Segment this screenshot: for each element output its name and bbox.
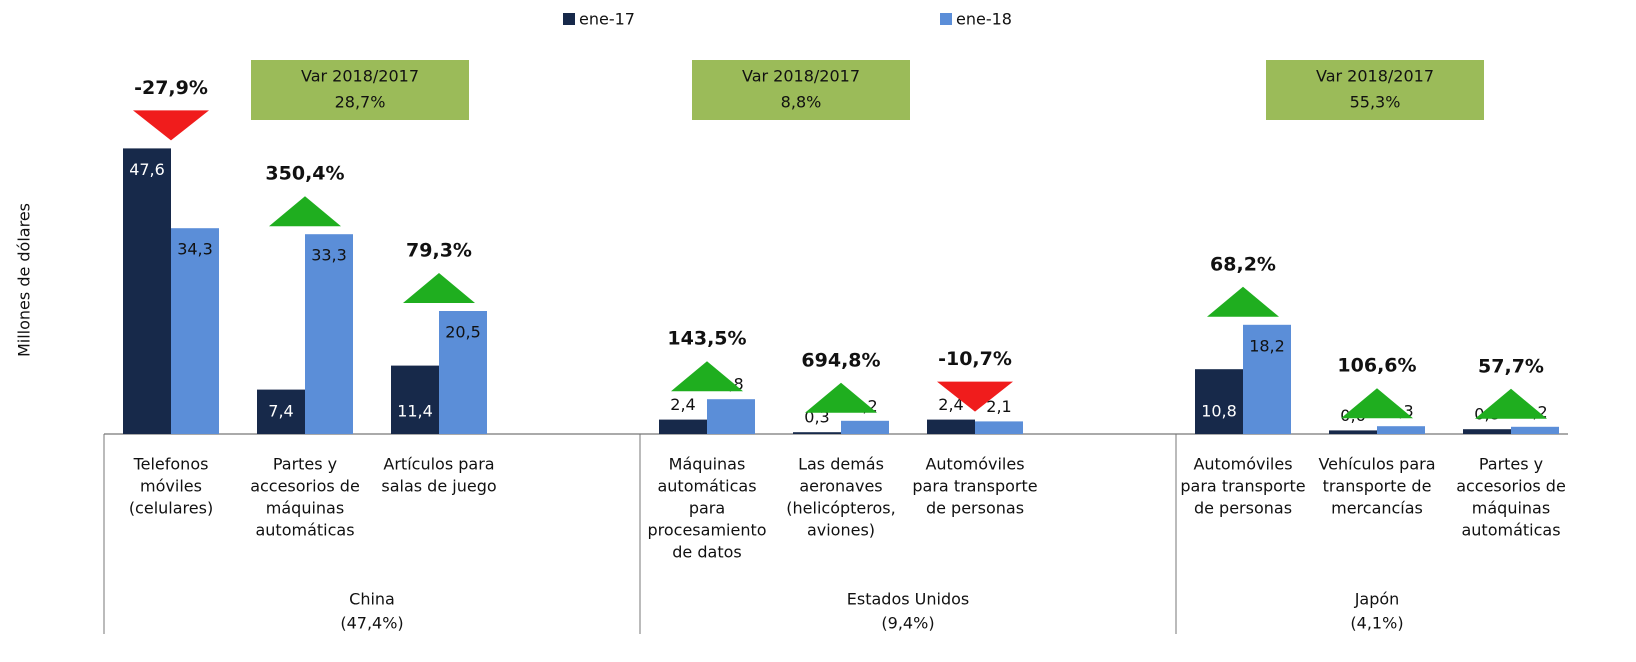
bar: [439, 311, 487, 434]
bar: [257, 389, 305, 434]
bar: [975, 421, 1023, 434]
change-label: -10,7%: [938, 348, 1012, 370]
change-label: 79,3%: [406, 240, 472, 262]
change-arrow: [671, 361, 743, 392]
change-label: 68,2%: [1210, 253, 1276, 275]
var-value: 55,3%: [1350, 93, 1401, 112]
group-share: (4,1%): [1350, 614, 1403, 633]
x-tick-label: Partes y: [273, 455, 337, 474]
x-tick-label: aeronaves: [799, 477, 882, 496]
change-label: 106,6%: [1337, 355, 1416, 377]
bar: [1377, 426, 1425, 434]
change-arrow: [805, 382, 877, 413]
change-arrow: [269, 196, 341, 227]
change-label: 694,8%: [801, 349, 880, 371]
legend-swatch: [940, 13, 952, 25]
change-arrow: [1207, 286, 1279, 317]
x-tick-label: automáticas: [657, 477, 756, 496]
group-label: Japón: [1354, 590, 1400, 609]
value-label: 18,2: [1249, 336, 1285, 355]
change-label: 57,7%: [1478, 355, 1544, 377]
legend-swatch: [563, 13, 575, 25]
x-tick-label: para: [689, 499, 725, 518]
change-label: 143,5%: [667, 328, 746, 350]
legend-label: ene-18: [956, 10, 1012, 29]
legend-label: ene-17: [579, 10, 635, 29]
x-tick-label: Máquinas: [669, 455, 746, 474]
value-label: 7,4: [268, 402, 293, 421]
y-axis-label: Millones de dólares: [15, 203, 34, 357]
x-tick-label: (celulares): [129, 499, 213, 518]
x-tick-label: Automóviles: [925, 455, 1024, 474]
bar: [1329, 430, 1377, 434]
value-label: 11,4: [397, 402, 433, 421]
change-label: -27,9%: [134, 77, 208, 99]
value-label: 10,8: [1201, 402, 1237, 421]
value-label: 34,3: [177, 240, 213, 259]
bar: [927, 419, 975, 434]
x-tick-label: de personas: [926, 499, 1024, 518]
x-tick-label: Partes y: [1479, 455, 1543, 474]
group-share: (47,4%): [340, 614, 403, 633]
var-value: 28,7%: [335, 93, 386, 112]
var-box: [1266, 60, 1484, 120]
x-tick-label: automáticas: [255, 521, 354, 540]
x-tick-label: (helicópteros,: [786, 499, 895, 518]
change-arrow: [1341, 388, 1413, 419]
var-title: Var 2018/2017: [742, 67, 860, 86]
x-tick-label: procesamiento: [647, 521, 766, 540]
change-arrow: [937, 381, 1013, 412]
x-tick-label: aviones): [807, 521, 875, 540]
value-label: 33,3: [311, 246, 347, 265]
change-arrow: [1475, 388, 1547, 419]
var-value: 8,8%: [781, 93, 822, 112]
change-arrow: [133, 110, 209, 141]
bar: [707, 399, 755, 434]
group-share: (9,4%): [881, 614, 934, 633]
change-label: 350,4%: [265, 163, 344, 185]
bar: [391, 365, 439, 434]
x-tick-label: salas de juego: [381, 477, 496, 496]
x-tick-label: accesorios de: [250, 477, 360, 496]
var-box: [251, 60, 469, 120]
var-box: [692, 60, 910, 120]
x-tick-label: para transporte: [1180, 477, 1305, 496]
bar: [1243, 324, 1291, 434]
change-arrow: [403, 273, 475, 303]
x-tick-label: para transporte: [912, 477, 1037, 496]
value-label: 2,4: [670, 395, 695, 414]
bar: [1463, 429, 1511, 434]
value-label: 2,4: [938, 395, 963, 414]
x-tick-label: máquinas: [266, 499, 344, 518]
bar: [305, 234, 353, 434]
x-tick-label: Automóviles: [1193, 455, 1292, 474]
x-tick-label: Vehículos para: [1318, 455, 1435, 474]
x-tick-label: móviles: [140, 477, 202, 496]
value-label: 2,1: [986, 397, 1011, 416]
value-label: 20,5: [445, 323, 481, 342]
bar: [171, 228, 219, 434]
bar: [793, 432, 841, 434]
x-tick-label: transporte de: [1323, 477, 1432, 496]
bar: [123, 148, 171, 434]
group-label: Estados Unidos: [847, 590, 969, 609]
bar: [1511, 426, 1559, 434]
group-label: China: [349, 590, 395, 609]
bar: [1195, 369, 1243, 434]
x-tick-label: mercancías: [1331, 499, 1423, 518]
x-tick-label: de personas: [1194, 499, 1292, 518]
var-title: Var 2018/2017: [301, 67, 419, 86]
value-label: 47,6: [129, 160, 165, 179]
x-tick-label: Telefonos: [133, 455, 209, 474]
x-tick-label: máquinas: [1472, 499, 1550, 518]
x-tick-label: de datos: [672, 543, 741, 562]
var-title: Var 2018/2017: [1316, 67, 1434, 86]
x-tick-label: automáticas: [1461, 521, 1560, 540]
x-tick-label: Artículos para: [383, 455, 494, 474]
bar: [841, 420, 889, 434]
x-tick-label: accesorios de: [1456, 477, 1566, 496]
x-tick-label: Las demás: [798, 455, 884, 474]
bar: [659, 419, 707, 434]
